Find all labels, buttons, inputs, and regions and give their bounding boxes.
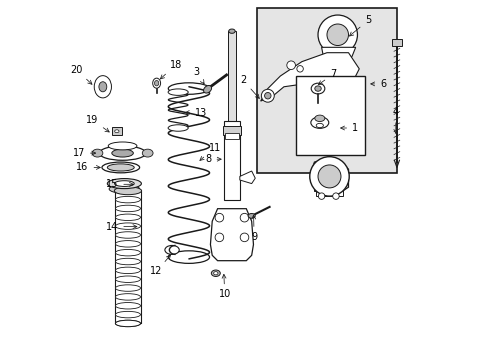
Ellipse shape xyxy=(114,181,134,186)
Ellipse shape xyxy=(314,86,321,91)
Text: 18: 18 xyxy=(160,59,182,79)
Text: 15: 15 xyxy=(106,179,133,189)
Bar xyxy=(222,126,241,135)
Circle shape xyxy=(332,193,339,199)
Ellipse shape xyxy=(247,213,255,218)
Ellipse shape xyxy=(168,251,209,264)
Polygon shape xyxy=(260,53,359,101)
Ellipse shape xyxy=(142,149,153,157)
Ellipse shape xyxy=(310,117,328,129)
Ellipse shape xyxy=(211,270,220,276)
Ellipse shape xyxy=(109,185,139,193)
Ellipse shape xyxy=(108,142,137,150)
Circle shape xyxy=(326,24,348,45)
Ellipse shape xyxy=(115,302,140,309)
Bar xyxy=(224,133,239,139)
Text: 3: 3 xyxy=(193,67,203,84)
Text: 12: 12 xyxy=(150,255,170,276)
Bar xyxy=(228,31,235,134)
Circle shape xyxy=(215,233,223,242)
Ellipse shape xyxy=(102,162,139,173)
Circle shape xyxy=(309,157,348,196)
Ellipse shape xyxy=(310,83,324,94)
Circle shape xyxy=(286,61,295,69)
Bar xyxy=(257,8,396,173)
Ellipse shape xyxy=(228,29,235,33)
Ellipse shape xyxy=(314,115,324,122)
Text: 6: 6 xyxy=(370,79,386,89)
Polygon shape xyxy=(210,209,253,261)
Text: 20: 20 xyxy=(70,64,92,84)
Ellipse shape xyxy=(168,83,209,94)
Ellipse shape xyxy=(115,214,140,221)
Text: 2: 2 xyxy=(240,75,259,98)
Ellipse shape xyxy=(115,267,140,274)
Ellipse shape xyxy=(152,78,160,88)
Circle shape xyxy=(296,66,303,72)
Bar xyxy=(314,169,320,191)
Ellipse shape xyxy=(114,187,142,195)
Bar xyxy=(224,121,239,200)
Ellipse shape xyxy=(107,164,134,171)
Ellipse shape xyxy=(115,130,119,133)
Ellipse shape xyxy=(115,196,140,203)
Ellipse shape xyxy=(115,320,140,327)
Ellipse shape xyxy=(154,81,159,86)
Ellipse shape xyxy=(115,232,140,238)
Ellipse shape xyxy=(213,272,218,275)
Text: 17: 17 xyxy=(72,148,96,158)
Ellipse shape xyxy=(94,76,111,98)
Text: 7: 7 xyxy=(318,69,335,85)
Ellipse shape xyxy=(115,285,140,291)
Bar xyxy=(316,187,343,196)
Circle shape xyxy=(317,15,357,54)
Circle shape xyxy=(261,89,274,102)
Circle shape xyxy=(240,213,248,222)
Bar xyxy=(112,127,122,135)
Ellipse shape xyxy=(316,123,323,128)
Text: 11: 11 xyxy=(200,143,221,161)
Ellipse shape xyxy=(92,149,102,157)
Ellipse shape xyxy=(115,311,140,318)
Circle shape xyxy=(215,213,223,222)
Ellipse shape xyxy=(115,223,140,229)
Ellipse shape xyxy=(115,294,140,300)
Text: 19: 19 xyxy=(86,115,109,132)
Polygon shape xyxy=(239,171,255,184)
Ellipse shape xyxy=(115,188,140,194)
Circle shape xyxy=(240,233,248,242)
Ellipse shape xyxy=(115,205,140,212)
Text: 9: 9 xyxy=(251,215,257,242)
Circle shape xyxy=(318,193,324,199)
Text: 8: 8 xyxy=(205,154,221,164)
Polygon shape xyxy=(321,47,355,60)
Text: 10: 10 xyxy=(218,274,230,300)
Text: 13: 13 xyxy=(185,108,207,118)
Ellipse shape xyxy=(112,149,133,157)
Ellipse shape xyxy=(115,276,140,283)
Ellipse shape xyxy=(164,246,179,255)
Bar xyxy=(296,76,364,155)
Text: 4: 4 xyxy=(392,107,398,133)
Ellipse shape xyxy=(115,240,140,247)
Ellipse shape xyxy=(107,179,141,189)
Bar xyxy=(332,169,338,180)
Polygon shape xyxy=(310,160,348,193)
Text: 5: 5 xyxy=(349,15,370,36)
Ellipse shape xyxy=(115,249,140,256)
Text: 14: 14 xyxy=(106,222,137,231)
Ellipse shape xyxy=(203,85,211,93)
Bar xyxy=(391,39,401,45)
Circle shape xyxy=(317,165,340,188)
Ellipse shape xyxy=(168,125,188,131)
Circle shape xyxy=(264,93,270,99)
Ellipse shape xyxy=(99,82,106,92)
Text: 1: 1 xyxy=(340,123,358,133)
Ellipse shape xyxy=(115,320,140,327)
Ellipse shape xyxy=(168,89,188,95)
Ellipse shape xyxy=(99,146,145,160)
Text: 16: 16 xyxy=(76,162,100,172)
Ellipse shape xyxy=(115,258,140,265)
